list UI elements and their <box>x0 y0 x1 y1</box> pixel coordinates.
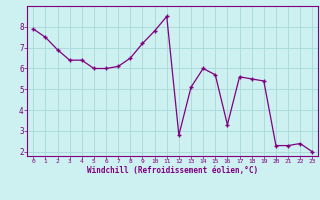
X-axis label: Windchill (Refroidissement éolien,°C): Windchill (Refroidissement éolien,°C) <box>87 166 258 175</box>
